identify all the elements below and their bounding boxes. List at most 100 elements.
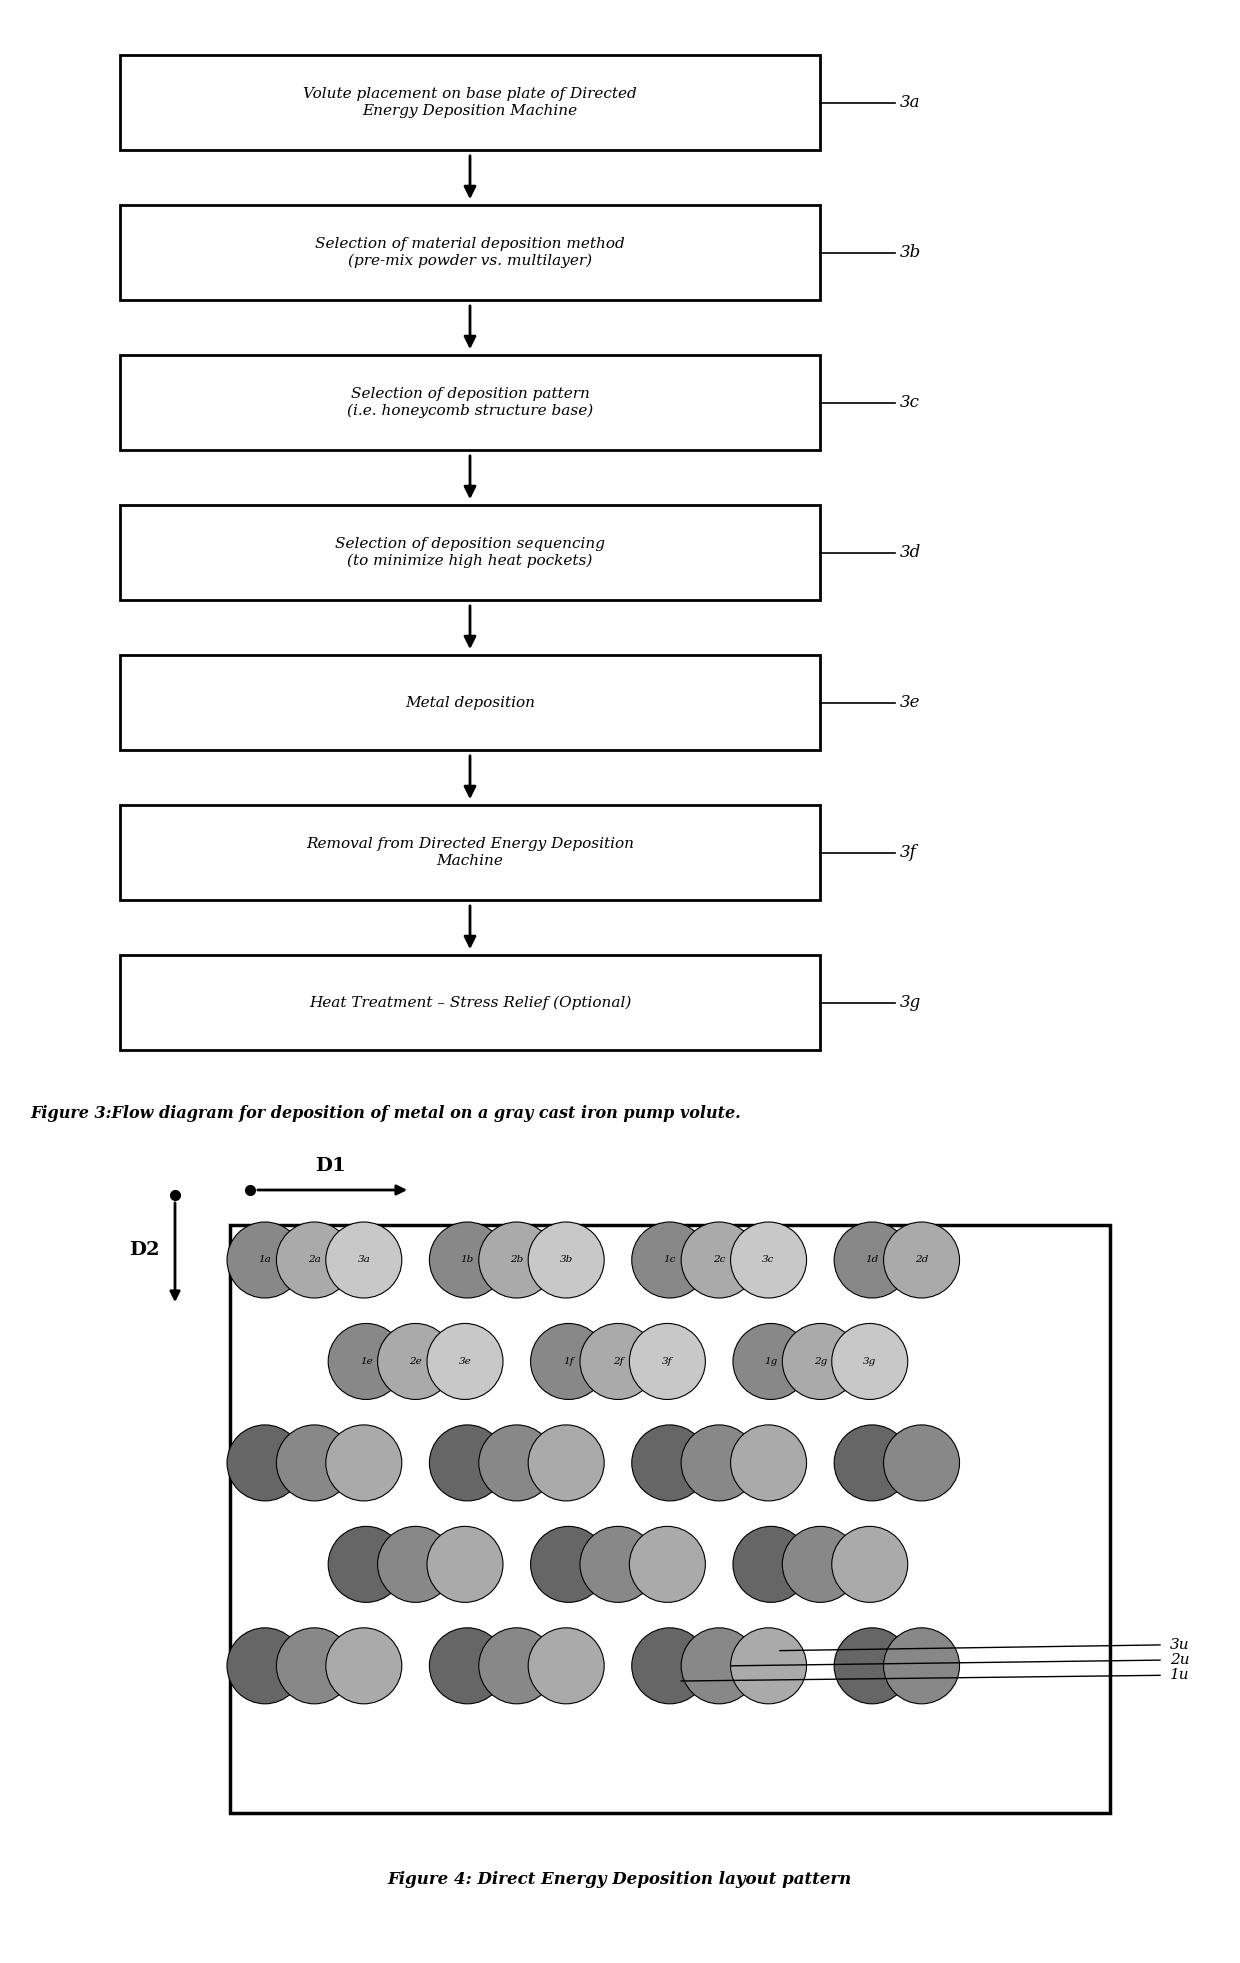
Circle shape [730,1223,806,1298]
Circle shape [528,1223,604,1298]
Circle shape [227,1425,303,1502]
Bar [120,805,820,899]
Text: 1f: 1f [563,1356,574,1366]
Text: 3e: 3e [900,695,920,711]
Text: Removal from Directed Energy Deposition
Machine: Removal from Directed Energy Deposition … [306,838,634,868]
Text: 1a: 1a [259,1256,272,1264]
Circle shape [531,1527,606,1602]
Circle shape [733,1527,808,1602]
Circle shape [832,1527,908,1602]
Bar [120,204,820,300]
Text: Selection of material deposition method
(pre-mix powder vs. multilayer): Selection of material deposition method … [315,238,625,267]
Text: 3u: 3u [1171,1637,1189,1653]
Text: 3a: 3a [900,94,920,112]
Text: 1g: 1g [764,1356,777,1366]
Bar [120,504,820,601]
Circle shape [326,1627,402,1704]
Text: 3a: 3a [357,1256,371,1264]
Circle shape [227,1627,303,1704]
Circle shape [631,1627,708,1704]
Circle shape [326,1425,402,1502]
Circle shape [227,1223,303,1298]
Circle shape [329,1527,404,1602]
Circle shape [884,1223,960,1298]
Bar [120,55,820,149]
Text: D2: D2 [129,1241,160,1258]
Circle shape [429,1425,506,1502]
Circle shape [479,1425,554,1502]
Circle shape [681,1223,758,1298]
Text: 3g: 3g [863,1356,877,1366]
Text: 3g: 3g [900,993,921,1011]
Text: 3b: 3b [559,1256,573,1264]
Text: 1b: 1b [461,1256,474,1264]
Bar [229,1225,1110,1814]
Text: 2c: 2c [713,1256,725,1264]
Circle shape [528,1627,604,1704]
Text: 2b: 2b [510,1256,523,1264]
Circle shape [630,1527,706,1602]
Text: Selection of deposition sequencing
(to minimize high heat pockets): Selection of deposition sequencing (to m… [335,538,605,567]
Circle shape [631,1425,708,1502]
Circle shape [479,1627,554,1704]
Bar [120,355,820,450]
Circle shape [531,1323,606,1400]
Text: 1u: 1u [1171,1669,1189,1682]
Text: D1: D1 [315,1156,346,1176]
Text: Volute placement on base plate of Directed
Energy Deposition Machine: Volute placement on base plate of Direct… [303,88,637,118]
Circle shape [730,1425,806,1502]
Text: Selection of deposition pattern
(i.e. honeycomb structure base): Selection of deposition pattern (i.e. ho… [347,387,593,418]
Circle shape [427,1527,503,1602]
Text: 2a: 2a [308,1256,321,1264]
Text: 3d: 3d [900,544,921,561]
Text: Figure 4: Direct Energy Deposition layout pattern: Figure 4: Direct Energy Deposition layou… [388,1871,852,1888]
Text: 3f: 3f [662,1356,672,1366]
Text: Metal deposition: Metal deposition [405,695,534,709]
Circle shape [429,1627,506,1704]
Circle shape [782,1323,858,1400]
Circle shape [277,1223,352,1298]
Circle shape [681,1425,758,1502]
Text: 2d: 2d [915,1256,929,1264]
Circle shape [730,1627,806,1704]
Circle shape [277,1627,352,1704]
Text: Heat Treatment – Stress Relief (Optional): Heat Treatment – Stress Relief (Optional… [309,995,631,1009]
Text: 2e: 2e [409,1356,422,1366]
Circle shape [832,1323,908,1400]
Text: 2u: 2u [1171,1653,1189,1667]
Bar [120,956,820,1050]
Text: 2f: 2f [613,1356,624,1366]
Circle shape [835,1627,910,1704]
Circle shape [733,1323,808,1400]
Circle shape [378,1527,454,1602]
Bar [120,656,820,750]
Circle shape [528,1425,604,1502]
Text: 3f: 3f [900,844,916,862]
Text: 1d: 1d [866,1256,879,1264]
Circle shape [326,1223,402,1298]
Circle shape [884,1627,960,1704]
Circle shape [479,1223,554,1298]
Circle shape [429,1223,506,1298]
Circle shape [631,1223,708,1298]
Circle shape [329,1323,404,1400]
Text: 3c: 3c [763,1256,775,1264]
Circle shape [427,1323,503,1400]
Text: 3c: 3c [900,395,920,410]
Circle shape [782,1527,858,1602]
Text: 2g: 2g [813,1356,827,1366]
Circle shape [884,1425,960,1502]
Text: 1e: 1e [360,1356,372,1366]
Circle shape [681,1627,758,1704]
Text: 3b: 3b [900,243,921,261]
Circle shape [277,1425,352,1502]
Text: 1c: 1c [663,1256,676,1264]
Text: 3e: 3e [459,1356,471,1366]
Circle shape [580,1527,656,1602]
Text: Figure 3:Flow diagram for deposition of metal on a gray cast iron pump volute.: Figure 3:Flow diagram for deposition of … [30,1105,740,1123]
Circle shape [378,1323,454,1400]
Circle shape [835,1425,910,1502]
Circle shape [580,1323,656,1400]
Circle shape [630,1323,706,1400]
Circle shape [835,1223,910,1298]
